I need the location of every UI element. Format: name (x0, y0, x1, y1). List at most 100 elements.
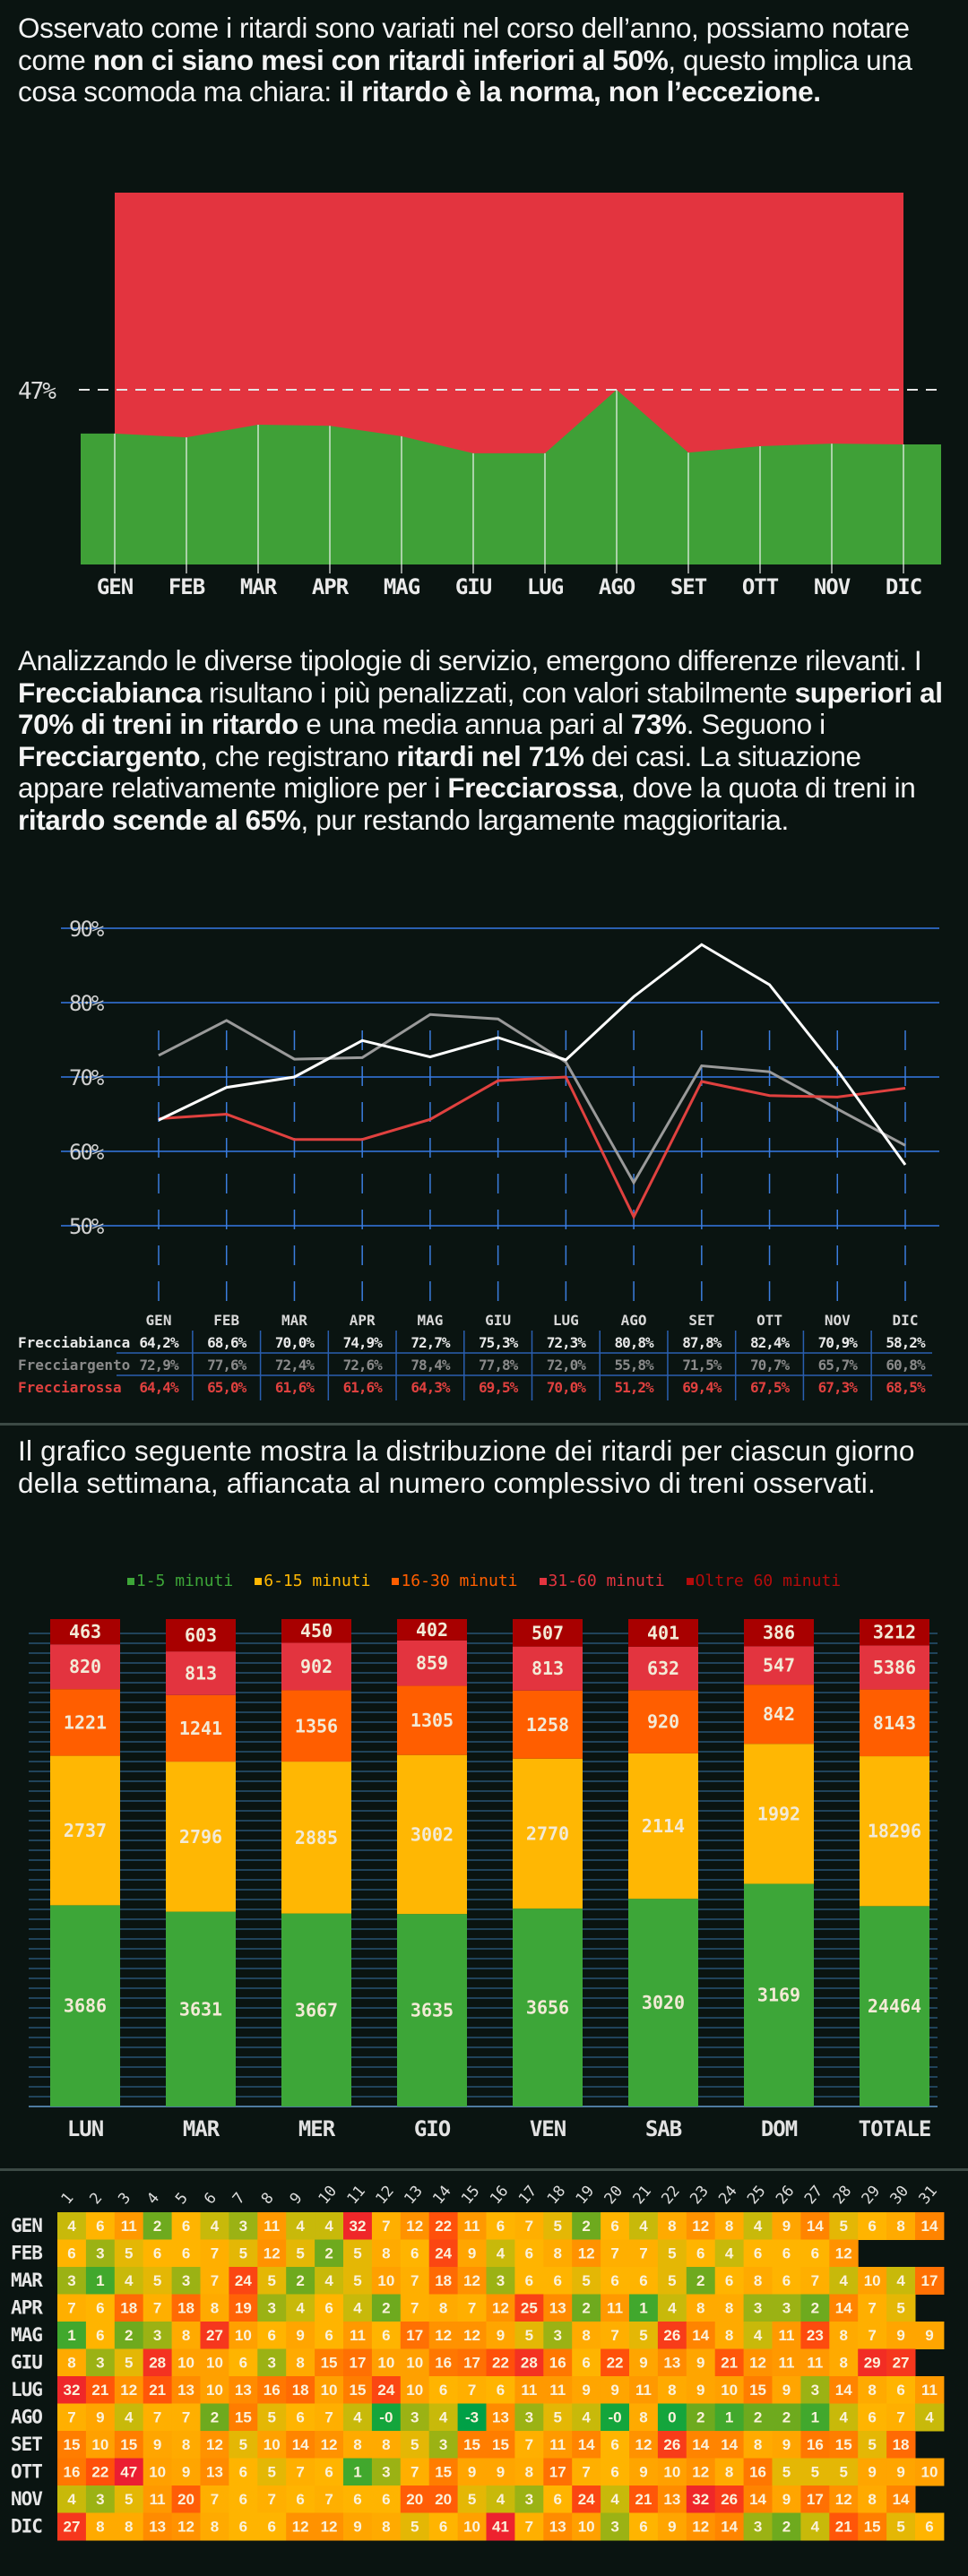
heatmap-cell (343, 2512, 373, 2541)
heatmap-cell-value: 6 (868, 2218, 876, 2235)
heatmap-cell (915, 2376, 945, 2404)
heatmap-cell (543, 2431, 573, 2459)
heatmap-cell (486, 2322, 515, 2349)
heatmap-cell (85, 2376, 116, 2404)
table-value: 82,4% (750, 1334, 791, 1351)
heatmap-cell-value: 1 (67, 2327, 75, 2344)
heatmap-cell-value: 9 (353, 2519, 361, 2536)
heatmap-cell (143, 2376, 173, 2404)
heatmap-cell (686, 2322, 716, 2349)
heatmap-cell-value: 28 (521, 2355, 538, 2372)
heatmap-cell-value: 21 (635, 2491, 652, 2508)
heatmap-cell-value: 5 (840, 2218, 848, 2235)
heatmap-cell-value: 8 (554, 2245, 562, 2262)
heatmap-cell-value: 8 (868, 2382, 876, 2399)
heatmap-cell (858, 2486, 887, 2513)
heatmap-cell-value: 8 (353, 2436, 361, 2453)
bar-segment (166, 1619, 236, 1652)
heatmap-cell-value: 15 (235, 2409, 252, 2426)
month-row-label: MAG (11, 2324, 42, 2346)
heatmap-cell-value: 12 (206, 2436, 223, 2453)
heatmap-cell (686, 2239, 716, 2268)
heatmap-cell (200, 2348, 229, 2377)
heatmap-cell (800, 2267, 830, 2295)
heatmap-cell-value: 1 (811, 2409, 819, 2426)
heatmap-cell (572, 2239, 601, 2268)
heatmap-cell-value: 8 (668, 2218, 676, 2235)
heatmap-cell (428, 2239, 459, 2268)
heatmap-cell (400, 2267, 430, 2295)
legend-item: 16-30 minuti (392, 1572, 518, 1590)
heatmap-cell (514, 2376, 544, 2404)
legend-item: 31-60 minuti (539, 1572, 665, 1590)
bar-segment (628, 1646, 698, 1691)
heatmap-cell-value: 21 (91, 2382, 108, 2399)
heatmap-cell-value: 6 (639, 2272, 647, 2289)
heatmap-cell-value: 6 (782, 2245, 791, 2262)
day-column-label: 4 (143, 2190, 163, 2209)
heatmap-cell-value: 6 (639, 2519, 647, 2536)
table-month-header: DIC (893, 1312, 919, 1329)
heatmap-cell-value: 7 (411, 2300, 419, 2317)
heatmap-cell (686, 2294, 716, 2322)
bar-value-label: 450 (300, 1620, 333, 1641)
month-label: GEN (97, 574, 134, 599)
day-column-label: 1 (57, 2190, 77, 2209)
heatmap-cell-value: 4 (497, 2491, 506, 2508)
heatmap-cell-value: 9 (610, 2382, 618, 2399)
table-value: 72,3% (547, 1334, 587, 1351)
heatmap-cell (800, 2322, 830, 2349)
heatmap-cell (514, 2294, 544, 2322)
day-column-label: 12 (372, 2183, 397, 2209)
heatmap-cell-value: 26 (721, 2491, 738, 2508)
heatmap-cell (286, 2512, 315, 2541)
heatmap-cell-value: 12 (692, 2519, 709, 2536)
table-month-header: OTT (756, 1312, 782, 1329)
heatmap-cell-value: 12 (435, 2327, 452, 2344)
day-column-label: 13 (401, 2183, 426, 2209)
heatmap-cell (714, 2431, 745, 2459)
heatmap-cell (457, 2376, 487, 2404)
month-row-label: APR (11, 2297, 43, 2319)
heatmap-cell-value: 6 (411, 2245, 419, 2262)
heatmap-cell-value: 12 (578, 2245, 595, 2262)
day-column-label: 19 (573, 2183, 598, 2209)
legend-label: 16-30 minuti (401, 1572, 518, 1590)
heatmap-cell (286, 2239, 315, 2268)
heatmap-cell-value: 8 (67, 2355, 75, 2372)
heatmap-cell (143, 2294, 173, 2322)
heatmap-cell-value: 14 (578, 2436, 595, 2453)
heatmap-cell (743, 2267, 773, 2295)
bar-value-label: 1241 (179, 1718, 222, 1739)
heatmap-cell (428, 2322, 459, 2349)
heatmap-cell-value: 12 (321, 2519, 338, 2536)
bar-value-label: 859 (416, 1652, 448, 1674)
heatmap-cell (143, 2512, 173, 2541)
heatmap-cell-value: 9 (868, 2464, 876, 2481)
table-value: 70,7% (750, 1357, 791, 1374)
heatmap-cell (85, 2267, 116, 2295)
heatmap-cell (171, 2458, 201, 2486)
heatmap-cell (457, 2431, 487, 2459)
heatmap-cell-value: 10 (406, 2382, 423, 2399)
heatmap-cell-value: 2 (811, 2300, 819, 2317)
heatmap-cell-value: 6 (268, 2519, 276, 2536)
heatmap-cell (886, 2348, 916, 2377)
heatmap-cell (514, 2239, 544, 2268)
heatmap-cell (601, 2403, 630, 2432)
bar-value-label: 507 (532, 1622, 564, 1643)
heatmap-cell (886, 2512, 916, 2541)
bar-segment (860, 1906, 929, 2106)
month-row-label: NOV (11, 2488, 43, 2510)
table-value: 60,8% (886, 1357, 926, 1374)
heatmap-cell (886, 2294, 916, 2322)
heatmap-cell (714, 2239, 745, 2268)
heatmap-cell (543, 2267, 573, 2295)
body-text: , che registrano (200, 739, 397, 772)
heatmap-cell (171, 2239, 201, 2268)
heatmap-cell (343, 2486, 373, 2513)
heatmap-cell (514, 2403, 544, 2432)
heatmap-cell-value: 12 (835, 2245, 852, 2262)
heatmap-cell (428, 2486, 459, 2513)
heatmap-cell-value: 3 (497, 2272, 505, 2289)
